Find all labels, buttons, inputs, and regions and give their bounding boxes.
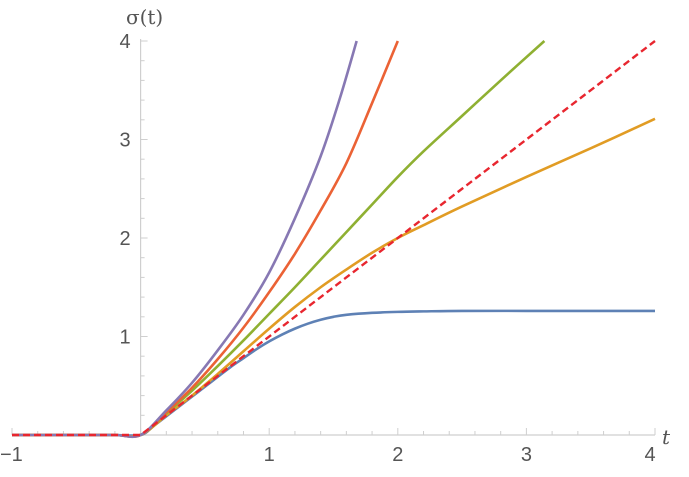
x-axis: −1 1 2 3 4 t — [0, 425, 671, 466]
series-line-6 — [12, 40, 656, 437]
x-tick-label: −1 — [0, 444, 23, 466]
y-tick-label: 2 — [119, 228, 130, 250]
series-line-1 — [12, 309, 655, 437]
x-axis-label: t — [662, 425, 671, 449]
y-tick-label: 4 — [119, 31, 130, 53]
x-tick-labels: −1 1 2 3 4 — [0, 444, 656, 466]
y-tick-label: 1 — [119, 327, 130, 349]
y-axis: 1 2 3 4 σ(t) — [119, 5, 163, 435]
x-tick-label: 1 — [264, 444, 275, 466]
series-line-3 — [12, 40, 546, 438]
y-axis-label: σ(t) — [126, 5, 163, 29]
y-ticks — [140, 40, 148, 416]
series-layer — [12, 40, 656, 439]
x-tick-label: 4 — [644, 444, 655, 466]
y-tick-label: 3 — [119, 130, 130, 152]
x-tick-label: 3 — [521, 444, 532, 466]
x-tick-label: 2 — [392, 444, 403, 466]
series-line-2 — [12, 117, 656, 438]
y-tick-labels: 1 2 3 4 — [119, 31, 130, 349]
